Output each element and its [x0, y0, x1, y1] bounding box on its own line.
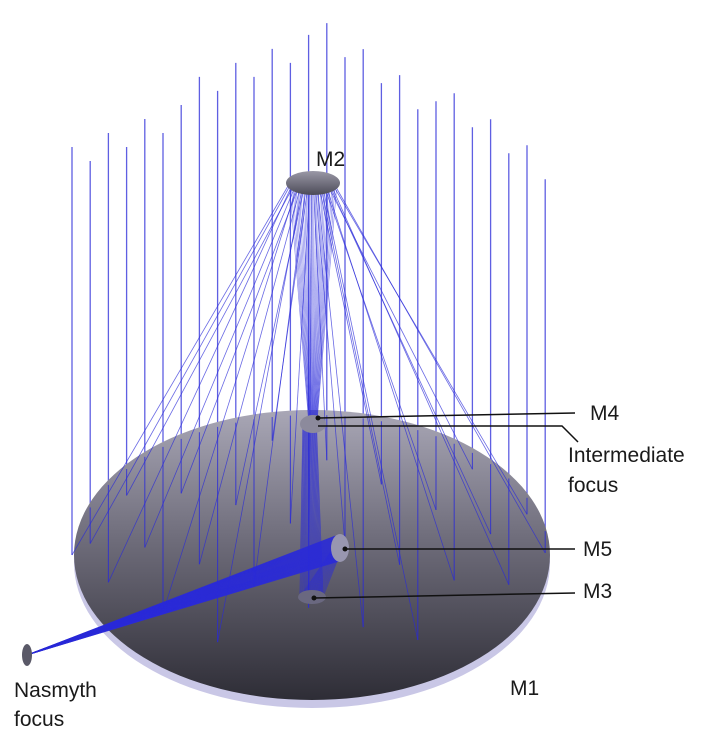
ray [316, 427, 324, 598]
ray [313, 189, 318, 421]
ray [315, 189, 328, 421]
ray [108, 185, 293, 583]
ray [89, 185, 291, 544]
ray [331, 185, 510, 585]
ray [316, 189, 334, 421]
ray [307, 189, 313, 421]
ray [308, 189, 313, 421]
ray [313, 427, 319, 598]
m4-leader [317, 412, 576, 419]
ray [320, 185, 400, 565]
m3-dot [311, 595, 317, 601]
ray [292, 189, 310, 421]
m3-leader [313, 592, 576, 599]
ray [325, 185, 455, 581]
ray [302, 189, 312, 421]
m2-label: M2 [316, 148, 345, 171]
ray [314, 427, 322, 598]
ray [318, 185, 382, 485]
m5-dot [342, 546, 348, 552]
ray [235, 185, 305, 506]
nasmyth-focus-label: Nasmyth [14, 679, 97, 702]
ray [329, 185, 491, 535]
ray [316, 189, 337, 421]
m5-mirror [331, 534, 349, 562]
m5-label: M5 [583, 538, 612, 561]
rays [26, 185, 546, 656]
m3-label: M3 [583, 580, 612, 603]
ray [316, 189, 332, 421]
ray [315, 189, 331, 421]
ray [313, 189, 321, 421]
ray [297, 189, 311, 421]
m4-dot [315, 415, 321, 421]
ray [316, 189, 336, 421]
ray [314, 427, 321, 598]
ray [314, 189, 326, 421]
ray [313, 189, 320, 421]
ray [315, 427, 323, 598]
ray [322, 185, 419, 641]
ray [305, 189, 312, 421]
ray [299, 189, 311, 421]
ray [271, 185, 309, 441]
m4-label: M4 [590, 402, 619, 425]
ray [180, 185, 300, 494]
ray [334, 185, 546, 554]
ray [144, 185, 296, 548]
nasmyth-detector [22, 644, 32, 666]
nasmyth-focus-label: focus [14, 708, 64, 731]
ray [315, 189, 329, 421]
ray [162, 185, 298, 613]
ray [312, 427, 317, 598]
ray [312, 189, 315, 421]
ray [304, 189, 312, 421]
m1-label: M1 [510, 677, 539, 700]
ray [312, 427, 318, 598]
ray [333, 185, 528, 515]
ray [26, 558, 345, 656]
ray [296, 189, 310, 421]
ray [291, 189, 310, 421]
ray [300, 189, 311, 421]
ray [290, 185, 311, 524]
m2-mirror [286, 171, 340, 195]
ray [313, 189, 316, 421]
ray [314, 189, 323, 421]
intermediate-focus-label: Intermediate [568, 444, 685, 467]
ray [294, 189, 310, 421]
intermediate-focus-leader [318, 425, 579, 443]
ray [126, 185, 294, 496]
ray [310, 189, 313, 421]
ray [324, 185, 437, 511]
intermediate-focus-label: focus [568, 474, 618, 497]
ray [289, 189, 309, 421]
ray [314, 189, 324, 421]
ray [199, 185, 302, 565]
